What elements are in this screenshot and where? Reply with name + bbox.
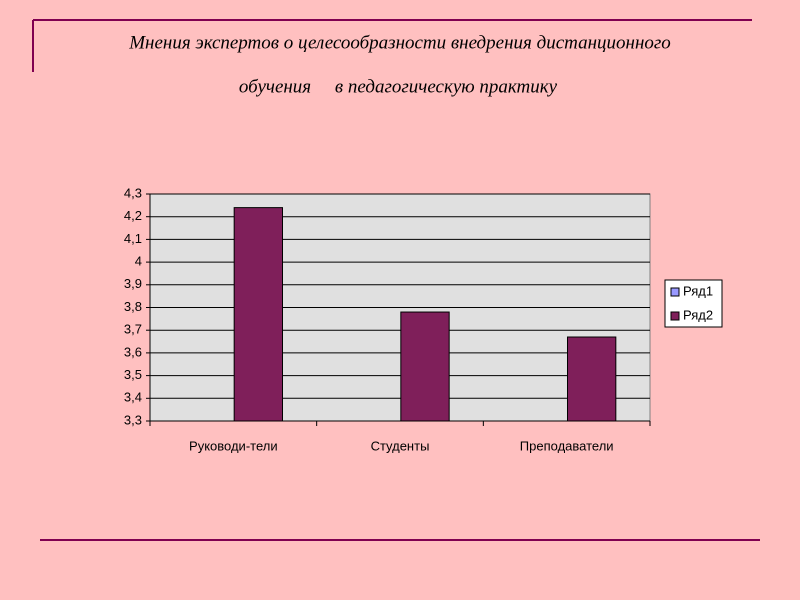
- legend-label: Ряд1: [683, 283, 713, 298]
- bar: [567, 336, 617, 422]
- legend-swatch: [670, 287, 680, 297]
- legend-swatch: [670, 311, 680, 321]
- y-tick-label: 3,6: [124, 344, 142, 359]
- y-tick-label: 4,1: [124, 231, 142, 246]
- y-tick-label: 3,4: [124, 390, 142, 405]
- bar: [400, 311, 450, 422]
- x-tick-label: Руководи-тели: [189, 438, 278, 453]
- y-tick-label: 3,5: [124, 367, 142, 382]
- chart-title: Мнения экспертов о целесообразности внед…: [128, 32, 671, 53]
- y-tick-label: 4,2: [124, 208, 142, 223]
- legend-label: Ряд2: [683, 307, 713, 322]
- y-tick-label: 4: [135, 254, 142, 269]
- x-tick-label: Студенты: [371, 438, 430, 453]
- y-tick-label: 3,7: [124, 322, 142, 337]
- y-tick-label: 3,3: [124, 412, 142, 427]
- y-tick-label: 3,8: [124, 299, 142, 314]
- y-tick-label: 4,3: [124, 185, 142, 200]
- bar: [233, 207, 284, 422]
- y-tick-label: 3,9: [124, 276, 142, 291]
- x-tick-label: Преподаватели: [520, 438, 614, 453]
- chart-title: обучения в педагогическую практику: [239, 76, 558, 97]
